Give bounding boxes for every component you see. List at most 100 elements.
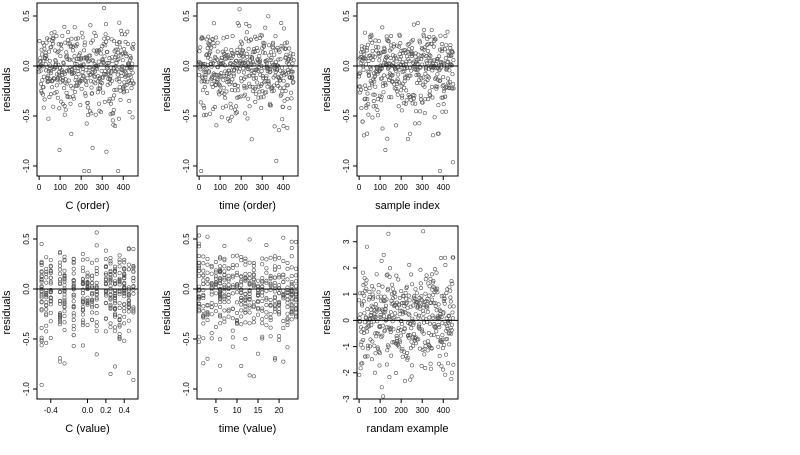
data-point (440, 321, 445, 326)
y-tick-label: 0.0 (342, 60, 351, 72)
data-point (410, 46, 415, 51)
data-point (423, 277, 428, 282)
data-point (438, 78, 443, 83)
data-point (283, 89, 288, 94)
data-point (125, 29, 130, 34)
data-point (433, 303, 438, 308)
data-point (418, 306, 423, 311)
data-point (277, 275, 282, 280)
data-point (398, 88, 403, 93)
data-point (446, 83, 451, 88)
y-axis-title: residuals (321, 67, 333, 112)
data-point (93, 112, 98, 117)
data-point (218, 264, 223, 269)
data-point (209, 271, 214, 276)
data-point (421, 32, 426, 37)
data-point (103, 293, 108, 298)
data-point (58, 54, 63, 59)
data-point (80, 251, 85, 256)
data-point (364, 244, 369, 249)
data-point (271, 83, 276, 88)
data-point (90, 305, 95, 310)
y-axis-title: residuals (161, 67, 173, 112)
data-point (415, 299, 420, 304)
data-point (374, 272, 379, 277)
data-point (83, 91, 88, 96)
data-point (131, 307, 136, 312)
data-point (209, 331, 214, 336)
data-point (57, 260, 62, 265)
data-point (390, 72, 395, 77)
data-point (251, 272, 256, 277)
y-tick-label: -0.5 (342, 109, 351, 123)
data-point (423, 67, 428, 72)
data-point (275, 68, 280, 73)
data-point (126, 294, 131, 299)
data-point (218, 312, 223, 317)
data-point (230, 335, 235, 340)
data-point (73, 43, 78, 48)
data-point (410, 60, 415, 65)
data-point (251, 284, 256, 289)
data-point (405, 305, 410, 310)
data-point (65, 37, 70, 42)
data-point (235, 290, 240, 295)
data-point (410, 282, 415, 287)
data-point (117, 264, 122, 269)
data-point (289, 265, 294, 270)
data-point (441, 75, 446, 80)
y-tick-label: -0.5 (182, 332, 191, 346)
data-point (108, 261, 113, 266)
data-point (230, 34, 235, 39)
data-point (57, 317, 62, 322)
data-point (71, 343, 76, 348)
data-point (232, 107, 237, 112)
data-point (393, 311, 398, 316)
data-point (57, 281, 62, 286)
data-point (260, 336, 265, 341)
data-point (417, 313, 422, 318)
data-point (416, 72, 421, 77)
data-point (272, 275, 277, 280)
data-point (62, 112, 67, 117)
data-point (403, 290, 408, 295)
data-point (218, 387, 223, 392)
data-point (243, 304, 248, 309)
data-point (72, 90, 77, 95)
data-point (205, 277, 210, 282)
data-point (201, 261, 206, 266)
data-point (277, 255, 282, 260)
data-point (429, 28, 434, 33)
data-point (93, 81, 98, 86)
y-tick-label: 2 (342, 265, 351, 270)
data-point (62, 304, 67, 309)
data-point (130, 115, 135, 120)
data-point (74, 75, 79, 80)
data-point (415, 300, 420, 305)
data-point (445, 319, 450, 324)
data-point (422, 352, 427, 357)
data-point (424, 273, 429, 278)
data-point (388, 72, 393, 77)
data-point (406, 76, 411, 81)
data-point (213, 270, 218, 275)
data-point (411, 322, 416, 327)
data-point (239, 314, 244, 319)
data-point (213, 324, 218, 329)
data-point (449, 370, 454, 375)
data-point (272, 124, 277, 129)
data-point (80, 296, 85, 301)
data-point (247, 305, 252, 310)
data-point (409, 339, 414, 344)
data-point (46, 49, 51, 54)
data-point (98, 79, 103, 84)
data-point (280, 117, 285, 122)
data-point (406, 47, 411, 52)
data-point (126, 62, 131, 67)
data-point (64, 90, 69, 95)
data-point (376, 331, 381, 336)
data-point (426, 97, 431, 102)
data-point (90, 280, 95, 285)
y-axis-title: residuals (321, 290, 333, 335)
